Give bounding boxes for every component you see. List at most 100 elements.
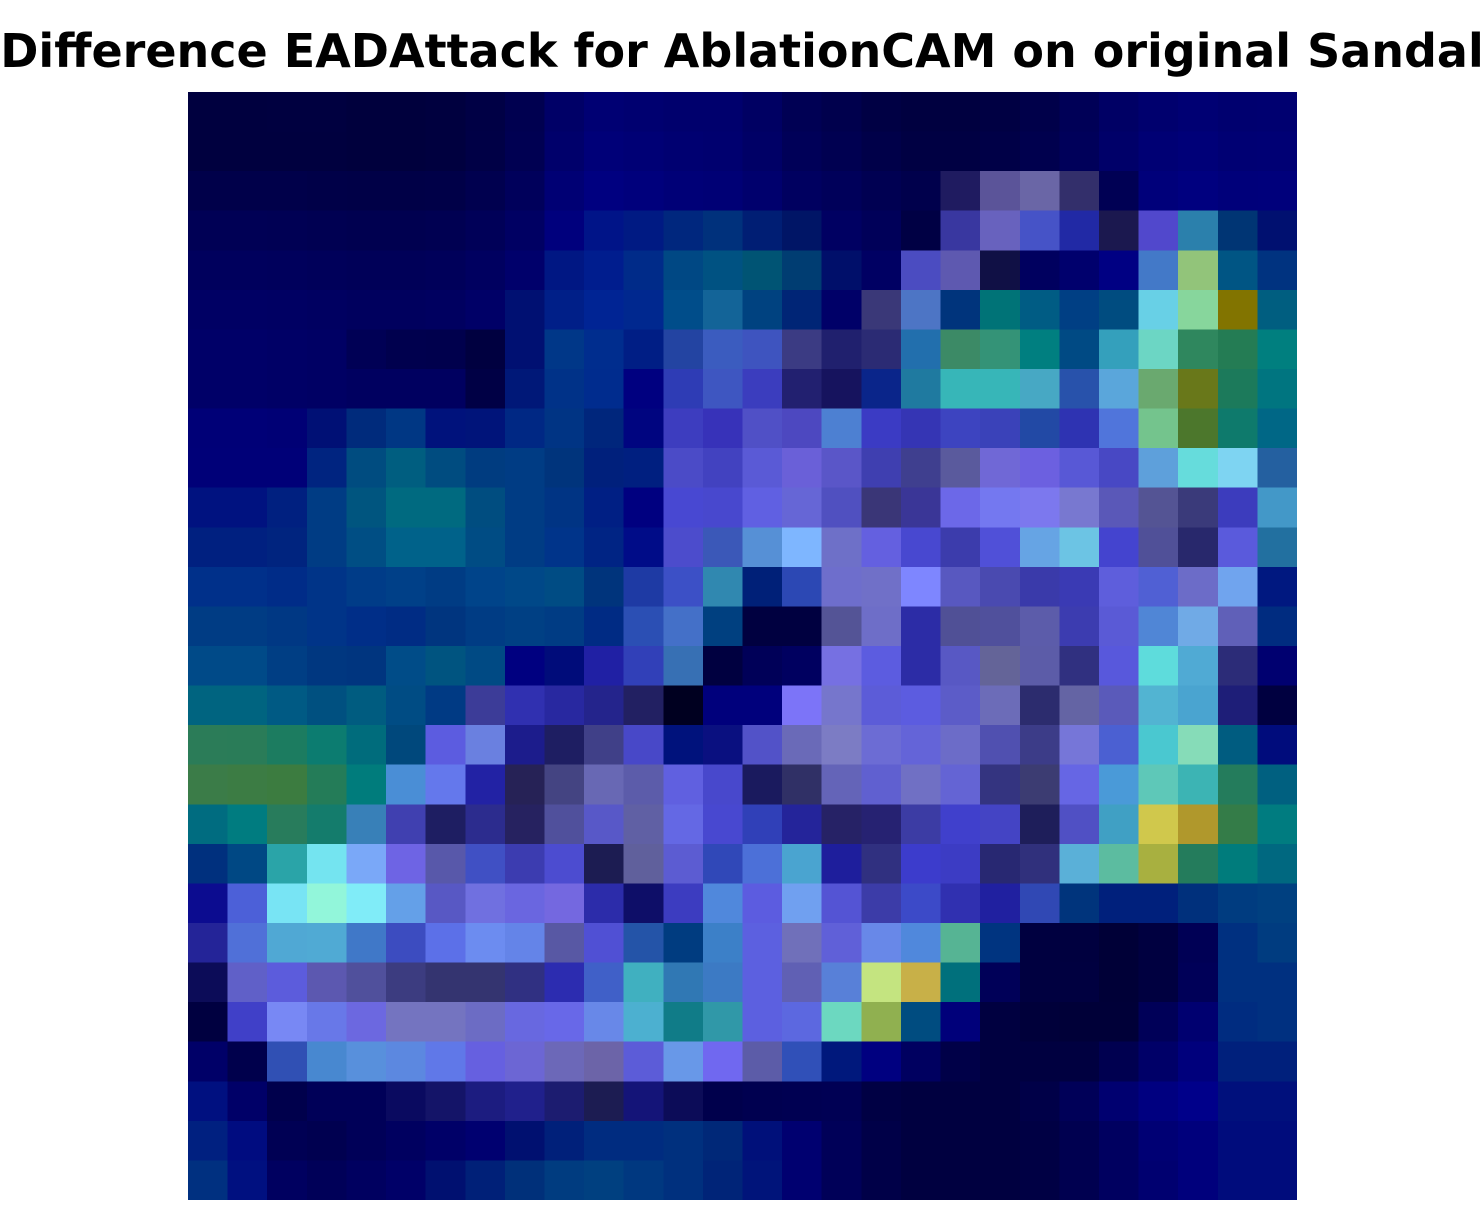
heatmap-cell-r25-c18	[900, 1081, 942, 1122]
heatmap-cell-r14-c5	[386, 646, 427, 687]
heatmap-cell-r7-c10	[584, 369, 625, 410]
heatmap-cell-r5-c0	[188, 289, 229, 331]
heatmap-cell-r21-c2	[267, 923, 308, 964]
heatmap-cell-r25-c0	[188, 1081, 229, 1122]
heatmap-cell-r23-c6	[425, 1002, 466, 1043]
heatmap-cell-r18-c23	[1098, 804, 1140, 845]
heatmap-cell-r12-c1	[227, 566, 268, 608]
heatmap-cell-r15-c16	[821, 685, 862, 726]
heatmap-cell-r7-c1	[227, 369, 268, 410]
heatmap-cell-r4-c2	[267, 250, 308, 291]
heatmap-cell-r26-c15	[782, 1120, 823, 1162]
heatmap-cell-r0-c15	[782, 92, 823, 133]
heatmap-cell-r21-c0	[188, 923, 229, 964]
heatmap-cell-r22-c27	[1257, 962, 1297, 1003]
heatmap-cell-r12-c8	[504, 566, 546, 608]
heatmap-cell-r26-c3	[306, 1120, 348, 1162]
heatmap-cell-r18-c22	[1059, 804, 1100, 845]
heatmap-cell-r13-c3	[306, 606, 348, 647]
heatmap-cell-r12-c19	[940, 566, 981, 608]
heatmap-cell-r7-c22	[1059, 369, 1100, 410]
heatmap-cell-r18-c14	[742, 804, 783, 845]
heatmap-cell-r14-c12	[663, 646, 704, 687]
heatmap-cell-r1-c10	[584, 131, 625, 172]
heatmap-cell-r11-c8	[504, 527, 546, 568]
heatmap-cell-r7-c2	[267, 369, 308, 410]
heatmap-cell-r11-c24	[1138, 527, 1179, 568]
heatmap-cell-r14-c9	[544, 646, 585, 687]
heatmap-cell-r21-c25	[1178, 923, 1219, 964]
heatmap-cell-r10-c27	[1257, 487, 1297, 528]
heatmap-cell-r9-c3	[306, 448, 348, 489]
heatmap-cell-r22-c0	[188, 962, 229, 1003]
heatmap-cell-r20-c19	[940, 883, 981, 924]
heatmap-cell-r21-c20	[980, 923, 1021, 964]
heatmap-cell-r24-c8	[504, 1041, 546, 1082]
heatmap-cell-r8-c10	[584, 408, 625, 449]
heatmap-cell-r4-c24	[1138, 250, 1179, 291]
heatmap-cell-r26-c20	[980, 1120, 1021, 1162]
heatmap-cell-r3-c10	[584, 210, 625, 251]
heatmap-cell-r16-c26	[1217, 725, 1258, 766]
heatmap-cell-r10-c9	[544, 487, 585, 528]
heatmap-cell-r13-c25	[1178, 606, 1219, 647]
heatmap-cell-r23-c21	[1019, 1002, 1060, 1043]
heatmap-cell-r7-c23	[1098, 369, 1140, 410]
heatmap-cell-r23-c1	[227, 1002, 268, 1043]
heatmap-cell-r21-c3	[306, 923, 348, 964]
heatmap-cell-r10-c2	[267, 487, 308, 528]
heatmap-cell-r15-c25	[1178, 685, 1219, 726]
heatmap-cell-r3-c17	[861, 210, 902, 251]
heatmap-cell-r4-c27	[1257, 250, 1297, 291]
heatmap-cell-r11-c5	[386, 527, 427, 568]
heatmap-cell-r2-c19	[940, 171, 981, 212]
heatmap-cell-r14-c13	[702, 646, 744, 687]
heatmap-cell-r1-c5	[386, 131, 427, 172]
heatmap-cell-r5-c8	[504, 289, 546, 331]
heatmap-cell-r2-c3	[306, 171, 348, 212]
heatmap-cell-r9-c27	[1257, 448, 1297, 489]
heatmap-cell-r0-c22	[1059, 92, 1100, 133]
heatmap-cell-r25-c25	[1178, 1081, 1219, 1122]
heatmap-cell-r23-c8	[504, 1002, 546, 1043]
heatmap-cell-r3-c18	[900, 210, 942, 251]
heatmap-cell-r1-c3	[306, 131, 348, 172]
heatmap-cell-r13-c13	[702, 606, 744, 647]
heatmap-cell-r25-c19	[940, 1081, 981, 1122]
heatmap-cell-r8-c22	[1059, 408, 1100, 449]
heatmap-cell-r10-c19	[940, 487, 981, 528]
heatmap	[188, 92, 1297, 1200]
heatmap-cell-r13-c21	[1019, 606, 1060, 647]
heatmap-cell-r9-c9	[544, 448, 585, 489]
heatmap-cell-r27-c11	[623, 1160, 664, 1200]
heatmap-cell-r18-c3	[306, 804, 348, 845]
heatmap-cell-r19-c18	[900, 843, 942, 885]
heatmap-cell-r3-c14	[742, 210, 783, 251]
heatmap-cell-r8-c20	[980, 408, 1021, 449]
heatmap-cell-r8-c18	[900, 408, 942, 449]
heatmap-cell-r5-c11	[623, 289, 664, 331]
heatmap-cell-r9-c5	[386, 448, 427, 489]
heatmap-cell-r24-c10	[584, 1041, 625, 1082]
heatmap-cell-r21-c9	[544, 923, 585, 964]
heatmap-cell-r4-c22	[1059, 250, 1100, 291]
heatmap-cell-r9-c25	[1178, 448, 1219, 489]
heatmap-cell-r22-c5	[386, 962, 427, 1003]
heatmap-cell-r9-c21	[1019, 448, 1060, 489]
heatmap-cell-r24-c19	[940, 1041, 981, 1082]
heatmap-cell-r18-c6	[425, 804, 466, 845]
heatmap-cell-r0-c3	[306, 92, 348, 133]
heatmap-cell-r8-c8	[504, 408, 546, 449]
heatmap-cell-r0-c4	[346, 92, 387, 133]
heatmap-cell-r24-c14	[742, 1041, 783, 1082]
heatmap-cell-r3-c23	[1098, 210, 1140, 251]
heatmap-cell-r19-c25	[1178, 843, 1219, 885]
heatmap-cell-r15-c5	[386, 685, 427, 726]
heatmap-cell-r11-c7	[465, 527, 506, 568]
heatmap-cell-r12-c5	[386, 566, 427, 608]
heatmap-cell-r25-c10	[584, 1081, 625, 1122]
heatmap-cell-r10-c12	[663, 487, 704, 528]
heatmap-cell-r20-c3	[306, 883, 348, 924]
heatmap-cell-r20-c24	[1138, 883, 1179, 924]
heatmap-cell-r22-c18	[900, 962, 942, 1003]
